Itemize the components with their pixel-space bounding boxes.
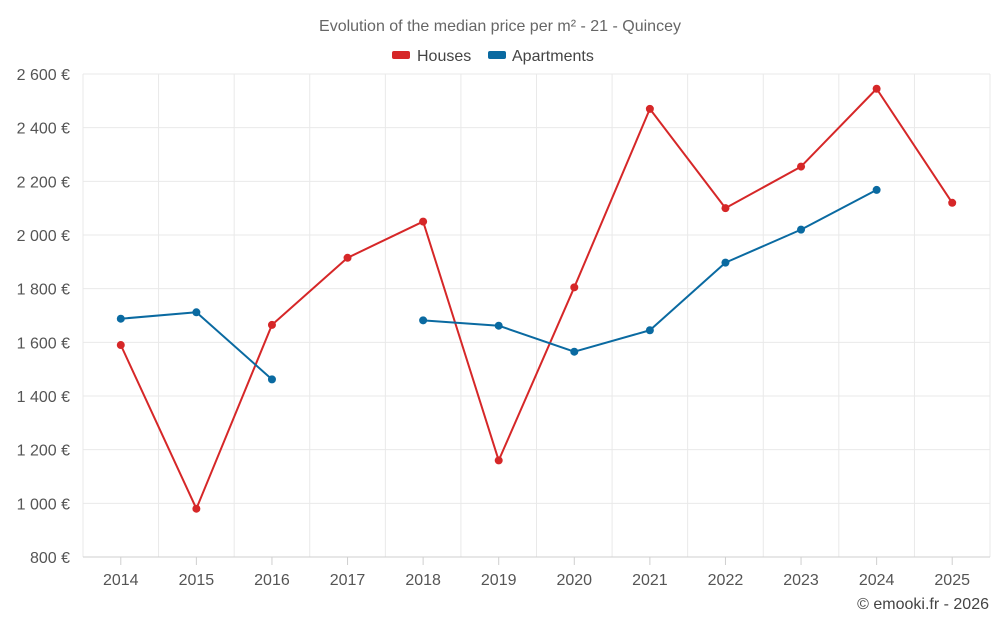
x-tick-label: 2016 bbox=[254, 572, 290, 589]
data-point-apartments[interactable] bbox=[645, 326, 654, 335]
data-point-houses[interactable] bbox=[570, 283, 579, 292]
x-tick-label: 2018 bbox=[405, 572, 441, 589]
data-point-houses[interactable] bbox=[494, 456, 503, 465]
data-point-apartments[interactable] bbox=[267, 375, 276, 384]
x-tick-label: 2024 bbox=[859, 572, 895, 589]
legend-label-houses: Houses bbox=[417, 48, 471, 65]
data-point-apartments[interactable] bbox=[192, 308, 201, 317]
legend-swatch-apartments bbox=[488, 51, 506, 59]
y-tick-label: 1 000 € bbox=[17, 496, 70, 513]
y-tick-label: 2 400 € bbox=[17, 121, 70, 138]
data-point-houses[interactable] bbox=[872, 84, 881, 93]
data-point-apartments[interactable] bbox=[116, 314, 125, 323]
y-tick-label: 2 000 € bbox=[17, 228, 70, 245]
x-tick-label: 2020 bbox=[556, 572, 592, 589]
y-tick-label: 2 200 € bbox=[17, 174, 70, 191]
chart-title: Evolution of the median price per m² - 2… bbox=[319, 18, 681, 35]
x-tick-label: 2023 bbox=[783, 572, 819, 589]
y-tick-label: 2 600 € bbox=[17, 67, 70, 84]
data-point-houses[interactable] bbox=[419, 217, 428, 226]
grid bbox=[82, 73, 991, 557]
x-tick-label: 2021 bbox=[632, 572, 668, 589]
data-point-apartments[interactable] bbox=[494, 321, 503, 330]
data-point-houses[interactable] bbox=[343, 253, 352, 262]
data-point-houses[interactable] bbox=[267, 320, 276, 329]
data-point-apartments[interactable] bbox=[797, 225, 806, 234]
credit-text: © emooki.fr - 2026 bbox=[857, 596, 989, 613]
data-point-houses[interactable] bbox=[721, 204, 730, 213]
data-point-apartments[interactable] bbox=[721, 258, 730, 267]
data-point-houses[interactable] bbox=[797, 162, 806, 171]
data-point-houses[interactable] bbox=[645, 104, 654, 113]
series-apartments bbox=[116, 185, 881, 384]
series-line-houses bbox=[119, 87, 954, 510]
y-tick-label: 1 800 € bbox=[17, 282, 70, 299]
data-point-apartments[interactable] bbox=[872, 185, 881, 194]
x-tick-label: 2025 bbox=[934, 572, 970, 589]
y-tick-label: 800 € bbox=[30, 550, 70, 567]
data-point-apartments[interactable] bbox=[570, 347, 579, 356]
x-tick-label: 2017 bbox=[330, 572, 366, 589]
series bbox=[116, 84, 957, 513]
x-tick-label: 2015 bbox=[179, 572, 215, 589]
legend-item-apartments[interactable]: Apartments bbox=[488, 48, 594, 65]
x-tick-label: 2019 bbox=[481, 572, 517, 589]
data-point-houses[interactable] bbox=[948, 198, 957, 207]
data-point-houses[interactable] bbox=[116, 341, 125, 350]
x-tick-label: 2014 bbox=[103, 572, 139, 589]
x-tick-label: 2022 bbox=[708, 572, 744, 589]
data-point-houses[interactable] bbox=[192, 504, 201, 513]
legend-label-apartments: Apartments bbox=[512, 48, 594, 65]
series-line-apartments bbox=[119, 311, 273, 381]
y-tick-label: 1 600 € bbox=[17, 335, 70, 352]
data-point-apartments[interactable] bbox=[419, 316, 428, 325]
legend-swatch-houses bbox=[392, 51, 410, 59]
y-tick-label: 1 400 € bbox=[17, 389, 70, 406]
series-houses bbox=[116, 84, 957, 513]
axes: 800 € 1 000 € 1 200 € 1 400 € 1 600 € 1 800 €… bbox=[17, 67, 990, 589]
y-tick-label: 1 200 € bbox=[17, 443, 70, 460]
legend: Houses Apartments bbox=[392, 48, 594, 65]
legend-item-houses[interactable]: Houses bbox=[392, 48, 471, 65]
